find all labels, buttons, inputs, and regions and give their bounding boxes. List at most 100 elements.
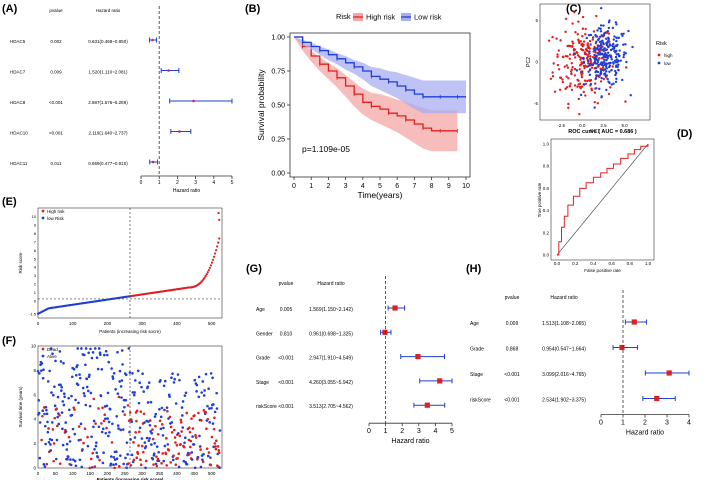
pca-point-high [573,48,577,51]
pca-point-high [556,63,560,67]
status-point-alive [85,377,89,381]
status-point-alive [154,412,158,416]
pca-point-low [618,49,621,52]
status-point-alive [138,381,142,384]
status-point-dead [168,415,172,419]
row-pvalue: 0.810 [280,331,293,337]
pca-point-low [603,58,606,61]
risk-point-high [209,264,212,267]
y-tick-label: 3 [34,273,37,278]
status-point-alive [78,373,81,376]
x-tick-label: 1 [384,428,388,435]
status-point-alive [121,363,124,366]
status-point-alive [176,373,180,376]
survival-status-plot-f: 0 50 100 150 200 250 300 350 400 450 500 0 2 4 6 8 10 Pat… [18,344,223,480]
x-axis-label: Hazard ratio [391,438,429,445]
status-point-dead [56,424,59,428]
status-point-alive [110,367,113,370]
pca-point-high [594,51,597,54]
pca-point-high [580,43,583,46]
status-point-alive [55,438,59,442]
pca-point-high [582,90,586,94]
pca-point-high [578,82,582,85]
y-tick-label: 0 [33,466,36,471]
pca-point-low [607,45,610,49]
status-point-alive [72,458,75,461]
pca-point-high [601,66,605,69]
pca-point-high [583,51,587,54]
risk-point-high [207,268,210,272]
status-point-alive [99,394,103,398]
status-point-alive [143,421,146,424]
x-tick-label: 400 [173,471,181,476]
status-point-alive [60,411,64,414]
status-point-alive [74,373,78,377]
pca-point-high [589,54,592,58]
risk-point-high [213,252,217,255]
pca-point-high [598,56,601,60]
status-point-alive [107,420,111,424]
pca-point-low [596,60,600,64]
status-point-dead [77,425,81,428]
pca-point-low [609,48,613,52]
status-point-alive [118,369,122,373]
risk-point-high [218,237,221,240]
risk-point-high [212,255,216,258]
pca-point-low [603,60,606,64]
pca-point-low [607,62,610,65]
row-hr-text: 0.954(0.547~1.664) [542,347,586,353]
status-point-alive [183,441,186,445]
row-hr-text: 2.947(1.910~4.549) [309,356,353,362]
pca-point-low [580,70,583,73]
status-point-alive [131,460,135,464]
status-point-dead [127,419,131,423]
pca-point-high [625,66,628,69]
status-point-dead [173,436,177,439]
status-point-dead [169,461,172,464]
confidence-band [294,37,458,152]
status-point-alive [218,429,222,432]
status-point-alive [202,394,206,397]
status-point-alive [59,360,63,363]
plot-frame [539,3,651,121]
pca-point-high [570,62,573,65]
pca-point-low [622,55,625,59]
pca-point-high [549,77,553,80]
status-point-alive [195,390,198,393]
row-label: Gender [256,331,273,337]
pca-point-low [605,58,608,62]
status-point-dead [217,451,221,455]
status-point-alive [150,431,154,435]
status-point-dead [52,442,56,445]
status-point-alive [89,391,93,395]
status-point-alive [85,385,89,389]
status-point-alive [154,462,158,466]
status-point-alive [42,368,45,372]
x-tick-label: 100 [69,321,77,326]
status-point-alive [41,409,45,413]
pca-point-low [594,87,597,90]
status-point-alive [211,376,214,380]
pca-point-low [625,60,628,64]
legend-marker [41,209,45,213]
x-tick-label: 150 [86,471,94,476]
status-point-dead [135,409,139,413]
status-point-alive [84,347,88,350]
status-point-alive [197,395,201,399]
status-point-dead [210,435,214,439]
status-point-alive [46,430,50,434]
p-value-annotation: p=1.109e-05 [302,144,350,154]
pca-point-low [591,63,595,67]
status-point-alive [76,364,79,367]
pca-point-low [614,51,617,54]
pca-point-high [590,87,593,90]
pca-point-low [589,82,593,86]
pca-point-high [576,54,580,57]
pca-point-low [595,47,598,50]
hr-point [192,99,195,103]
status-point-alive [51,352,54,355]
pca-point-low [588,73,592,77]
status-point-dead [158,419,162,423]
status-point-dead [58,414,61,417]
pca-point-high [607,92,611,96]
